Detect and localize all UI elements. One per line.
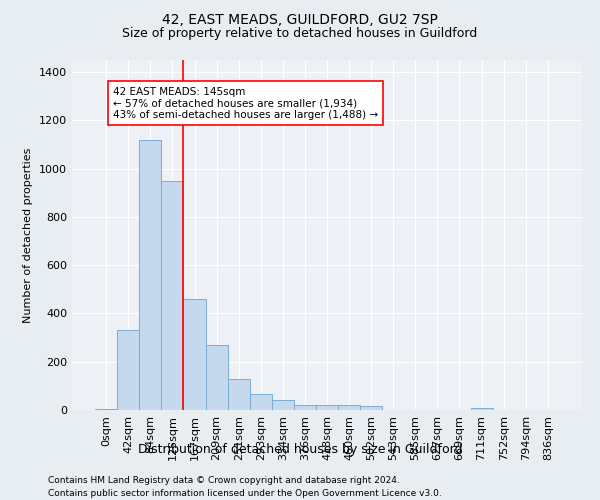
Text: Size of property relative to detached houses in Guildford: Size of property relative to detached ho… [122, 28, 478, 40]
Bar [294, 405, 316, 410]
Bar [360, 406, 382, 410]
Text: Distribution of detached houses by size in Guildford: Distribution of detached houses by size … [138, 442, 462, 456]
Bar [272, 400, 294, 410]
Bar [338, 404, 360, 410]
Text: Contains HM Land Registry data © Crown copyright and database right 2024.: Contains HM Land Registry data © Crown c… [48, 476, 400, 485]
Text: 42, EAST MEADS, GUILDFORD, GU2 7SP: 42, EAST MEADS, GUILDFORD, GU2 7SP [162, 12, 438, 26]
Bar [184, 299, 206, 410]
Bar [161, 180, 184, 410]
Bar [95, 409, 117, 410]
Bar [206, 345, 227, 410]
Bar [117, 330, 139, 410]
Bar [139, 140, 161, 410]
Bar [470, 408, 493, 410]
Text: Contains public sector information licensed under the Open Government Licence v3: Contains public sector information licen… [48, 489, 442, 498]
Bar [250, 394, 272, 410]
Y-axis label: Number of detached properties: Number of detached properties [23, 148, 34, 322]
Bar [316, 405, 338, 410]
Bar [227, 378, 250, 410]
Text: 42 EAST MEADS: 145sqm
← 57% of detached houses are smaller (1,934)
43% of semi-d: 42 EAST MEADS: 145sqm ← 57% of detached … [113, 86, 378, 120]
